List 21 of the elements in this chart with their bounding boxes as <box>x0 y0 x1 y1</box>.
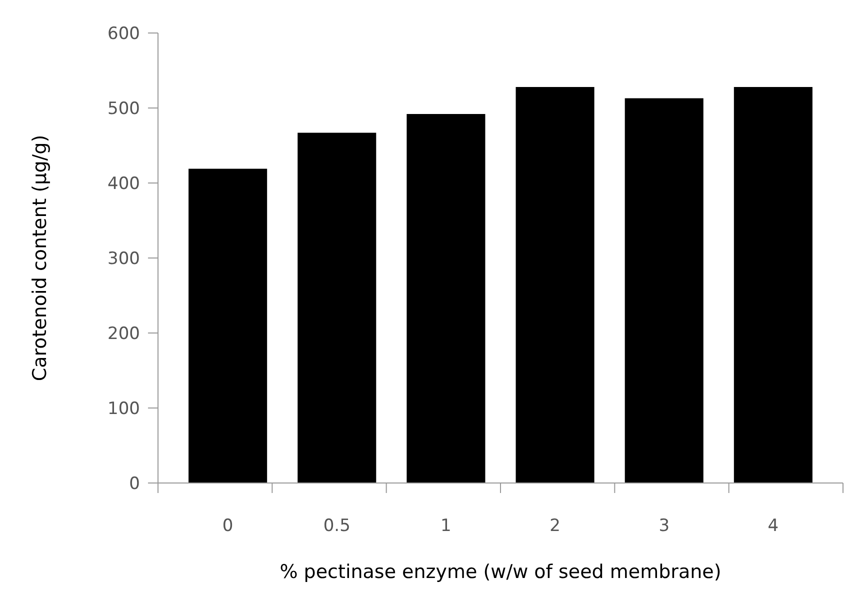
bar <box>298 132 376 483</box>
x-tick-label: 3 <box>658 516 670 536</box>
bar <box>624 98 704 483</box>
y-tick-label: 500 <box>108 98 140 119</box>
y-tick-label: 0 <box>129 474 140 494</box>
y-tick-label: 200 <box>108 324 140 344</box>
bar <box>406 114 486 483</box>
y-tick-label: 300 <box>108 248 140 269</box>
x-tick-label: 4 <box>768 516 779 536</box>
y-tick-label: 400 <box>108 174 140 194</box>
bar <box>516 87 594 483</box>
y-tick-label: 100 <box>108 398 140 419</box>
x-tick-label: 0.5 <box>323 516 350 536</box>
bar <box>734 87 812 483</box>
x-tick-label: 2 <box>550 516 560 536</box>
bar <box>188 168 268 483</box>
x-axis-title: % pectinase enzyme (w/w of seed membrane) <box>280 561 722 583</box>
y-tick-label: 600 <box>108 24 140 44</box>
x-tick-label: 1 <box>440 516 452 536</box>
y-axis-title: Carotenoid content (μg/g) <box>29 134 51 382</box>
x-tick-label: 0 <box>222 516 234 536</box>
